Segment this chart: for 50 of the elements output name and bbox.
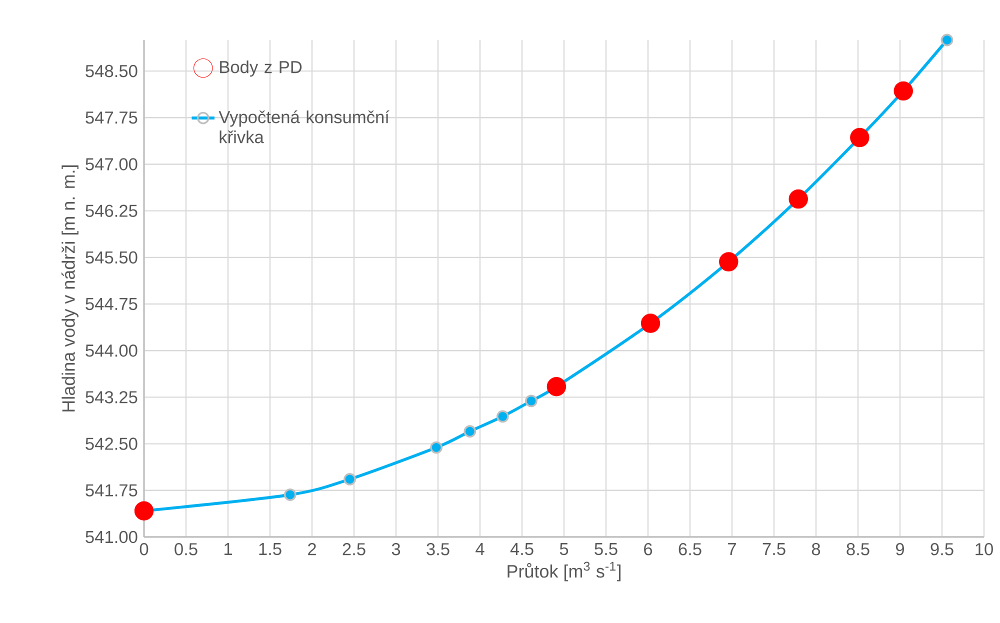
x-tick-label: 1 — [224, 543, 232, 555]
x-tick-label: 5.5 — [594, 543, 618, 556]
x-tick-label: 0 — [140, 543, 148, 556]
point — [496, 410, 509, 423]
point — [525, 394, 538, 408]
x-tick-label: 3.5 — [426, 543, 450, 556]
y-tick-label: 541.00 — [86, 530, 138, 544]
point — [464, 425, 476, 438]
x-tick-label: 9 — [896, 543, 904, 556]
x-tick-label: 7 — [728, 543, 736, 555]
legend-label: Vypočtená konsumční křivka — [218, 110, 390, 144]
y-tick-label: 544.00 — [86, 344, 138, 357]
point — [940, 34, 954, 46]
x-tick-label: 9.5 — [930, 543, 954, 556]
point — [894, 81, 913, 101]
point — [640, 314, 660, 333]
x-tick-label: 4.5 — [510, 543, 534, 556]
point — [430, 441, 443, 454]
point — [719, 252, 738, 272]
y-tick-label: 541.75 — [86, 484, 138, 496]
y-axis-title: Hladina vody v nádrži [m n. m.] — [61, 165, 78, 412]
x-tick-label: 6 — [644, 543, 652, 556]
y-tick-label: 547.75 — [86, 112, 138, 124]
point — [284, 488, 296, 501]
point — [788, 189, 808, 209]
y-tick-label: 548.50 — [86, 64, 138, 78]
point — [134, 501, 154, 520]
point — [344, 473, 356, 486]
y-tick-label: 542.50 — [86, 438, 138, 450]
x-axis-title: Průtok [m$^{3}$ s$^{-1}$] — [508, 562, 621, 582]
y-tick-label: 543.25 — [86, 391, 138, 404]
legend-label: Body z PD — [220, 60, 302, 77]
point — [850, 128, 870, 148]
y-tick-label: 546.25 — [86, 204, 138, 217]
x-tick-label: 0.5 — [174, 543, 198, 556]
y-tick-label: 545.50 — [86, 251, 138, 264]
x-tick-label: 10 — [976, 543, 993, 556]
x-tick-label: 2.5 — [342, 543, 366, 556]
x-tick-label: 7.5 — [762, 543, 786, 556]
x-tick-label: 3 — [392, 543, 400, 556]
x-tick-label: 2 — [308, 543, 316, 556]
x-tick-label: 8 — [812, 543, 820, 556]
x-tick-label: 6.5 — [678, 543, 702, 556]
x-tick-label: 1.5 — [259, 543, 282, 556]
point — [546, 377, 566, 396]
x-tick-label: 5 — [560, 543, 568, 556]
y-tick-label: 547.00 — [86, 158, 138, 170]
x-tick-label: 4 — [476, 543, 484, 555]
y-tick-label: 544.75 — [86, 298, 138, 310]
x-tick-label: 8.5 — [846, 543, 870, 556]
